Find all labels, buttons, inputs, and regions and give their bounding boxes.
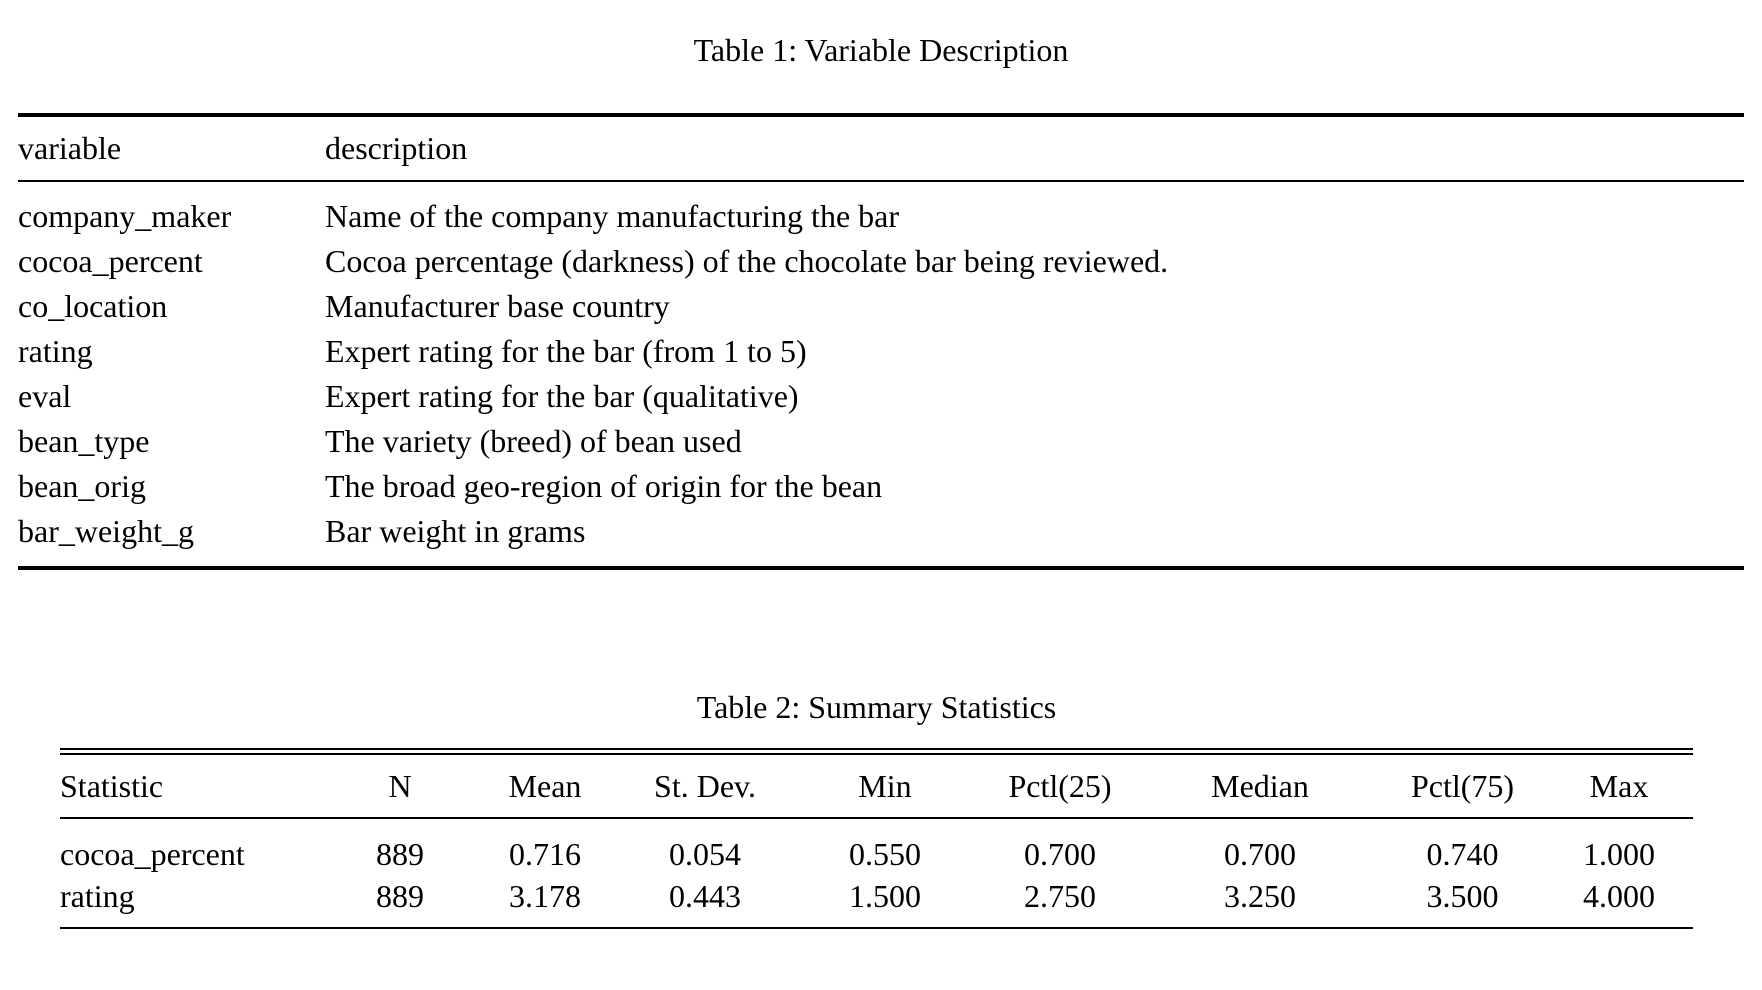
table1-cell-description: Cocoa percentage (darkness) of the choco…	[325, 243, 1169, 279]
table2-cell-median: 3.250	[1224, 877, 1296, 914]
table2-header-row: Statistic N Mean St. Dev. Min Pctl(25) M…	[60, 754, 1693, 819]
table2-col-header-pctl25: Pctl(25)	[980, 754, 1140, 819]
table1-row: bean_type The variety (breed) of bean us…	[18, 419, 1744, 464]
table2-col-header-mean: Mean	[470, 754, 620, 819]
table2-cell-min: 1.500	[849, 877, 921, 914]
table2-row: cocoa_percent 889 0.716 0.054 0.550 0.70…	[60, 818, 1693, 875]
table2-col-header-n: N	[330, 754, 470, 819]
table2-cell-stdev: 0.054	[669, 835, 741, 872]
table2-cell-statistic: cocoa_percent	[60, 835, 245, 872]
table1-cell-variable: company_maker	[18, 198, 232, 234]
table2-cell-median: 0.700	[1224, 835, 1296, 872]
table1-row: co_location Manufacturer base country	[18, 284, 1744, 329]
table2-col-header-max: Max	[1545, 754, 1693, 819]
table2-cell-max: 4.000	[1583, 877, 1655, 914]
table1-row: eval Expert rating for the bar (qualitat…	[18, 374, 1744, 419]
table2-caption: Table 2: Summary Statistics	[696, 689, 1057, 725]
table2-cell-pctl75: 3.500	[1426, 877, 1499, 914]
table1-cell-description: Bar weight in grams	[325, 513, 586, 549]
table2-double-toprule: Statistic N Mean St. Dev. Min Pctl(25) M…	[60, 748, 1693, 929]
table1-cell-description: Expert rating for the bar (from 1 to 5)	[325, 333, 807, 369]
table1-cell-description: The broad geo-region of origin for the b…	[325, 468, 883, 504]
table1-cell-variable: co_location	[18, 288, 168, 324]
table1-cell-variable: bean_type	[18, 423, 150, 459]
table2-cell-n: 889	[376, 835, 424, 872]
table1-caption: Table 1: Variable Description	[693, 32, 1069, 68]
table1-cell-description: The variety (breed) of bean used	[325, 423, 742, 459]
table1-row: cocoa_percent Cocoa percentage (darkness…	[18, 239, 1744, 284]
table1-cell-variable: cocoa_percent	[18, 243, 203, 279]
table1-row: bar_weight_g Bar weight in grams	[18, 509, 1744, 568]
table1-cell-description: Expert rating for the bar (qualitative)	[325, 378, 799, 414]
table1-cell-variable: eval	[18, 378, 72, 414]
table2-cell-max: 1.000	[1583, 835, 1655, 872]
table2-col-header-pctl75: Pctl(75)	[1380, 754, 1545, 819]
table1-variable-description: variable description company_maker Name …	[18, 113, 1744, 570]
table1-cell-description: Manufacturer base country	[325, 288, 670, 324]
table1-cell-description: Name of the company manufacturing the ba…	[325, 198, 899, 234]
table2-row: rating 889 3.178 0.443 1.500 2.750 3.250…	[60, 875, 1693, 928]
table1-row: company_maker Name of the company manufa…	[18, 181, 1744, 239]
table2-summary-statistics: Statistic N Mean St. Dev. Min Pctl(25) M…	[60, 753, 1693, 929]
table1-cell-variable: bean_orig	[18, 468, 146, 504]
table2-cell-mean: 3.178	[509, 877, 581, 914]
table2-cell-n: 889	[376, 877, 424, 914]
table1-col-header-description: description	[325, 115, 1744, 182]
table1-row: rating Expert rating for the bar (from 1…	[18, 329, 1744, 374]
table1-col-header-variable: variable	[18, 115, 325, 182]
table2-cell-pctl25: 0.700	[1024, 835, 1096, 872]
table2-cell-stdev: 0.443	[669, 877, 741, 914]
table2-cell-statistic: rating	[60, 877, 135, 914]
table2-col-header-median: Median	[1140, 754, 1380, 819]
table2-col-header-min: Min	[790, 754, 980, 819]
table2-cell-min: 0.550	[849, 835, 921, 872]
table2-col-header-stdev: St. Dev.	[620, 754, 790, 819]
table1-cell-variable: bar_weight_g	[18, 513, 194, 549]
table1-cell-variable: rating	[18, 333, 93, 369]
table2-cell-mean: 0.716	[509, 835, 581, 872]
table1-header-row: variable description	[18, 115, 1744, 182]
table1-row: bean_orig The broad geo-region of origin…	[18, 464, 1744, 509]
table2-cell-pctl75: 0.740	[1426, 835, 1499, 872]
table2-col-header-statistic: Statistic	[60, 754, 330, 819]
table2-cell-pctl25: 2.750	[1024, 877, 1096, 914]
